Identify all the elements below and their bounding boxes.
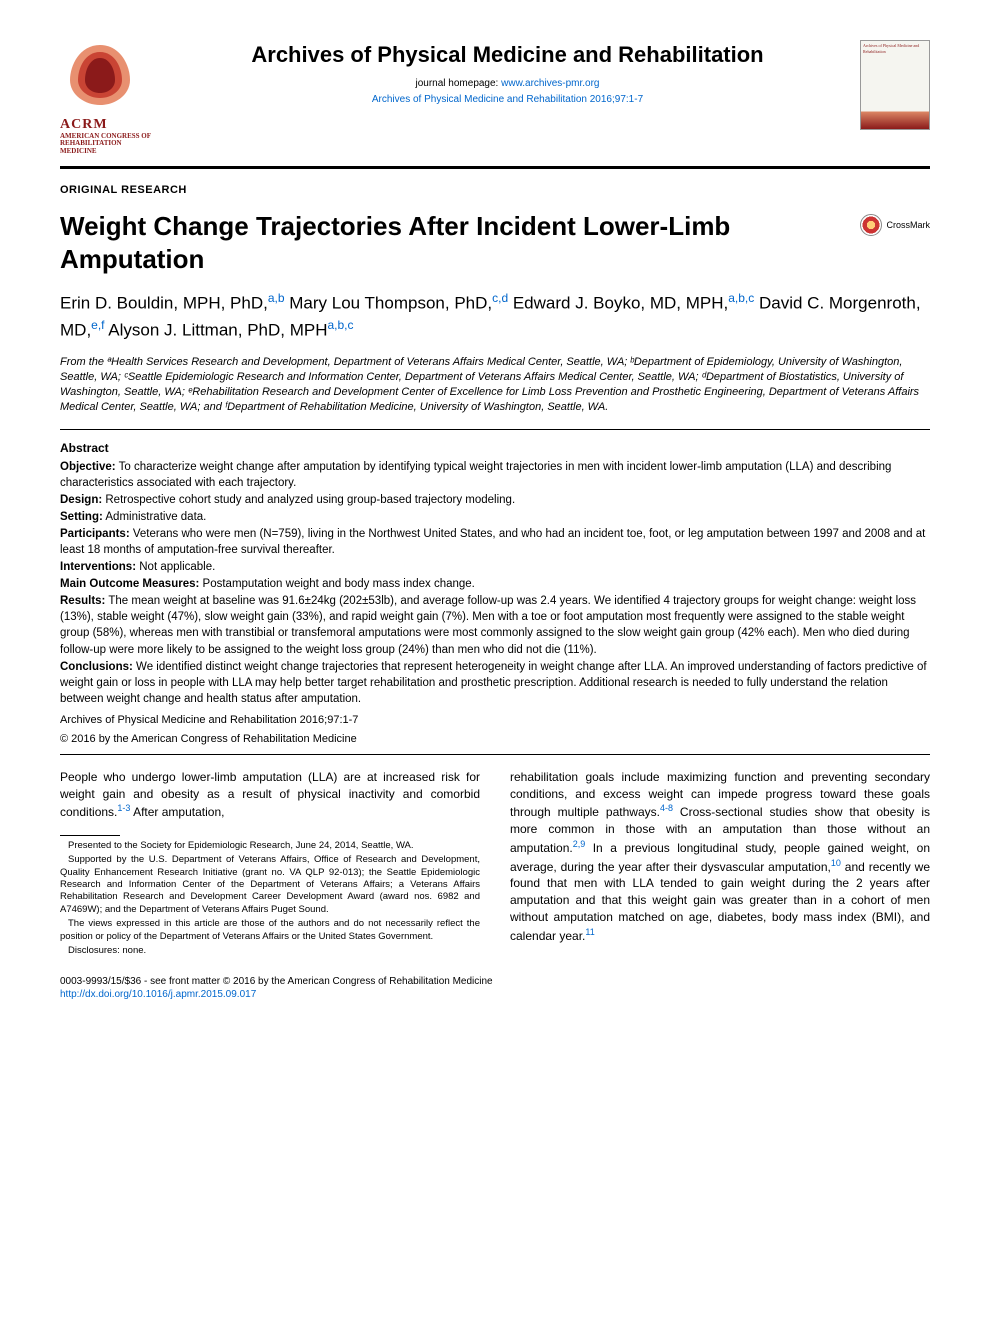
crossmark-label: CrossMark — [886, 219, 930, 232]
design-text: Retrospective cohort study and analyzed … — [105, 494, 515, 506]
results-text: The mean weight at baseline was 91.6±24k… — [60, 595, 916, 655]
body-column-right: rehabilitation goals include maximizing … — [510, 769, 930, 959]
acrm-label: ACRM AMERICAN CONGRESS OF REHABILITATION… — [60, 117, 155, 155]
crossmark-badge[interactable]: CrossMark — [860, 214, 930, 236]
doi-link[interactable]: http://dx.doi.org/10.1016/j.apmr.2015.09… — [60, 988, 930, 1001]
footnote-separator — [60, 835, 120, 836]
acrm-logo-icon — [60, 40, 140, 110]
outcomes-label: Main Outcome Measures: — [60, 578, 199, 590]
crossmark-icon — [860, 214, 882, 236]
front-matter-line: 0003-9993/15/$36 - see front matter © 20… — [60, 975, 930, 988]
footnote-disclosures: Disclosures: none. — [60, 945, 480, 957]
outcomes-text: Postamputation weight and body mass inde… — [203, 578, 475, 590]
footnotes-block: Presented to the Society for Epidemiolog… — [60, 840, 480, 957]
interventions-label: Interventions: — [60, 561, 136, 573]
header-citation: Archives of Physical Medicine and Rehabi… — [170, 93, 845, 107]
authors-list: Erin D. Bouldin, MPH, PhD,a,b Mary Lou T… — [60, 289, 930, 343]
footnote-presented: Presented to the Society for Epidemiolog… — [60, 840, 480, 852]
abstract-top-rule — [60, 429, 930, 430]
section-label: ORIGINAL RESEARCH — [60, 183, 930, 198]
footnote-views: The views expressed in this article are … — [60, 918, 480, 943]
front-matter-block: 0003-9993/15/$36 - see front matter © 20… — [60, 975, 930, 1001]
journal-cover-thumbnail: Archives of Physical Medicine and Rehabi… — [860, 40, 930, 130]
obj-text: To characterize weight change after ampu… — [60, 461, 891, 489]
abstract-citation: Archives of Physical Medicine and Rehabi… — [60, 713, 930, 728]
abstract-bottom-rule — [60, 754, 930, 755]
footnote-supported: Supported by the U.S. Department of Vete… — [60, 854, 480, 916]
homepage-line: journal homepage: www.archives-pmr.org — [170, 77, 845, 91]
conclusions-text: We identified distinct weight change tra… — [60, 661, 927, 705]
interventions-text: Not applicable. — [139, 561, 215, 573]
body-para-2: rehabilitation goals include maximizing … — [510, 769, 930, 945]
participants-label: Participants: — [60, 528, 130, 540]
setting-text: Administrative data. — [105, 511, 206, 523]
design-label: Design: — [60, 494, 102, 506]
journal-header: ACRM AMERICAN CONGRESS OF REHABILITATION… — [60, 40, 930, 156]
homepage-link[interactable]: www.archives-pmr.org — [501, 78, 599, 89]
conclusions-label: Conclusions: — [60, 661, 133, 673]
results-label: Results: — [60, 595, 105, 607]
obj-label: Objective: — [60, 461, 116, 473]
setting-label: Setting: — [60, 511, 103, 523]
copyright-line: © 2016 by the American Congress of Rehab… — [60, 732, 930, 747]
body-para-1: People who undergo lower-limb amputation… — [60, 769, 480, 821]
abstract-block: Abstract Objective: To characterize weig… — [60, 440, 930, 748]
affiliations: From the ªHealth Services Research and D… — [60, 355, 930, 414]
header-rule — [60, 166, 930, 169]
participants-text: Veterans who were men (N=759), living in… — [60, 528, 925, 556]
body-column-left: People who undergo lower-limb amputation… — [60, 769, 480, 959]
body-columns: People who undergo lower-limb amputation… — [60, 769, 930, 959]
acrm-logo-block: ACRM AMERICAN CONGRESS OF REHABILITATION… — [60, 40, 155, 156]
journal-title-block: Archives of Physical Medicine and Rehabi… — [155, 40, 860, 107]
journal-name: Archives of Physical Medicine and Rehabi… — [170, 40, 845, 71]
abstract-heading: Abstract — [60, 440, 930, 457]
article-title: Weight Change Trajectories After Inciden… — [60, 210, 800, 275]
